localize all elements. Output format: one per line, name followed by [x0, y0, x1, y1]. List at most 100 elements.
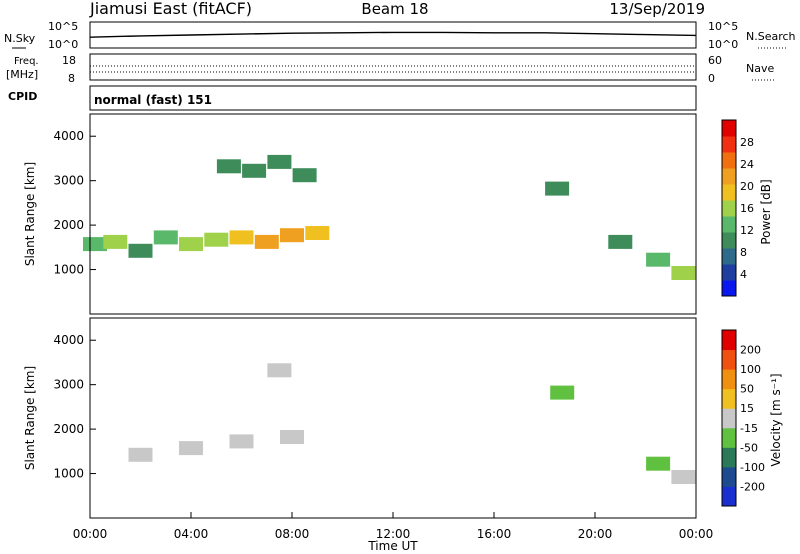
x-tick-label: 00:00 — [679, 527, 714, 541]
heatmap-cell — [216, 159, 241, 174]
power-colorbar: 28 24 20 16 12 8 4 — [721, 119, 754, 297]
x-axis-ticks: 00:00 04:00 08:00 12:00 16:00 20:00 00:00 — [73, 512, 714, 541]
colorbar-swatch — [722, 280, 736, 297]
noise-left-label: N.Sky — [4, 32, 36, 45]
heatmap-cell — [204, 232, 229, 247]
colorbar-tick-label: -50 — [740, 441, 758, 454]
noise-left-tick-top: 10^5 — [48, 20, 78, 33]
noise-right-tick-bottom: 10^0 — [708, 38, 738, 51]
velocity-ylabel: Slant Range [km] — [23, 366, 37, 470]
colorbar-swatch — [722, 248, 736, 265]
power-panel-frame — [89, 113, 697, 315]
cpid-frame — [89, 85, 697, 111]
freq-right-tick-top: 60 — [708, 54, 722, 67]
heatmap-cell — [128, 243, 153, 258]
cpid-value: normal (fast) 151 — [94, 93, 212, 107]
x-tick-label: 16:00 — [477, 527, 512, 541]
colorbar-tick-label: 8 — [740, 246, 747, 259]
colorbar-swatch — [722, 408, 736, 429]
heatmap-cell — [646, 456, 671, 471]
colorbar-swatch — [722, 330, 736, 351]
x-tick-label: 20:00 — [578, 527, 613, 541]
velocity-yticks: 4000 3000 2000 1000 — [53, 333, 96, 481]
velocity-panel-frame — [89, 317, 697, 519]
heatmap-cell — [280, 430, 304, 444]
noise-trace — [89, 31, 697, 38]
colorbar-swatch — [722, 486, 736, 507]
colorbar-swatch — [722, 200, 736, 217]
colorbar-tick-label: -200 — [740, 480, 765, 493]
heatmap-cell — [229, 230, 254, 245]
freq-right-tick-bottom: 0 — [708, 72, 715, 85]
freq-left-tick-bottom: 8 — [68, 72, 75, 85]
freq-label-line2: [MHz] — [6, 68, 38, 81]
freq-left-tick-top: 18 — [62, 54, 76, 67]
heatmap-cell — [267, 154, 292, 169]
heatmap-cell — [545, 181, 570, 196]
heatmap-cell — [671, 266, 696, 280]
heatmap-cell — [83, 237, 107, 252]
colorbar-swatch — [722, 120, 736, 137]
colorbar-swatch — [722, 427, 736, 448]
beam-title: Beam 18 — [361, 0, 428, 18]
heatmap-cell — [103, 234, 128, 249]
colorbar-tick-label: 12 — [740, 224, 754, 237]
velocity-heatmap — [128, 363, 696, 484]
y-tick-label: 3000 — [53, 174, 84, 188]
colorbar-tick-label: 100 — [740, 363, 761, 376]
heatmap-cell — [292, 168, 317, 183]
heatmap-cell — [305, 226, 330, 240]
colorbar-tick-label: -100 — [740, 461, 765, 474]
colorbar-swatch — [722, 168, 736, 185]
nave-label: Nave — [746, 62, 774, 75]
power-ylabel: Slant Range [km] — [23, 162, 37, 266]
noise-right-tick-top: 10^5 — [708, 20, 738, 33]
colorbar-swatch — [722, 136, 736, 153]
colorbar-frame — [721, 329, 737, 507]
colorbar-swatch — [722, 388, 736, 409]
power-heatmap — [83, 154, 696, 280]
colorbar-swatch — [722, 216, 736, 233]
x-axis-label: Time UT — [367, 539, 418, 553]
power-yticks: 4000 3000 2000 1000 — [53, 129, 96, 277]
colorbar-frame — [721, 119, 737, 297]
colorbar-tick-label: 4 — [740, 268, 747, 281]
heatmap-cell — [179, 441, 203, 456]
x-tick-label: 08:00 — [275, 527, 310, 541]
noise-right-label: N.Search — [746, 30, 796, 43]
colorbar-swatch — [722, 232, 736, 249]
heatmap-cell — [280, 228, 304, 243]
y-tick-label: 2000 — [53, 422, 84, 436]
power-colorbar-label: Power [dB] — [759, 179, 773, 244]
x-tick-label: 12:00 — [376, 527, 411, 541]
freq-panel-frame — [89, 53, 697, 81]
freq-label-line1: Freq. — [14, 56, 39, 67]
colorbar-swatch — [722, 152, 736, 169]
y-tick-label: 3000 — [53, 378, 84, 392]
heatmap-cell — [267, 363, 292, 378]
colorbar-tick-label: 28 — [740, 136, 754, 149]
colorbar-swatch — [722, 349, 736, 370]
colorbar-swatch — [722, 369, 736, 390]
y-tick-label: 2000 — [53, 218, 84, 232]
colorbar-swatch — [722, 184, 736, 201]
colorbar-tick-label: 15 — [740, 402, 754, 415]
colorbar-swatch — [722, 447, 736, 468]
y-tick-label: 4000 — [53, 129, 84, 143]
velocity-colorbar-label: Velocity [m s⁻¹] — [769, 373, 783, 466]
y-tick-label: 4000 — [53, 333, 84, 347]
colorbar-swatch — [722, 264, 736, 281]
heatmap-cell — [254, 234, 279, 249]
colorbar-tick-label: 50 — [740, 383, 754, 396]
heatmap-cell — [128, 447, 153, 462]
heatmap-cell — [671, 470, 696, 484]
date-title: 13/Sep/2019 — [609, 0, 705, 18]
y-tick-label: 1000 — [53, 467, 84, 481]
colorbar-swatch — [722, 466, 736, 487]
heatmap-cell — [179, 237, 203, 252]
station-title: Jiamusi East (fitACF) — [89, 0, 252, 18]
colorbar-tick-label: 200 — [740, 344, 761, 357]
heatmap-cell — [153, 230, 178, 245]
colorbar-tick-label: 20 — [740, 180, 754, 193]
